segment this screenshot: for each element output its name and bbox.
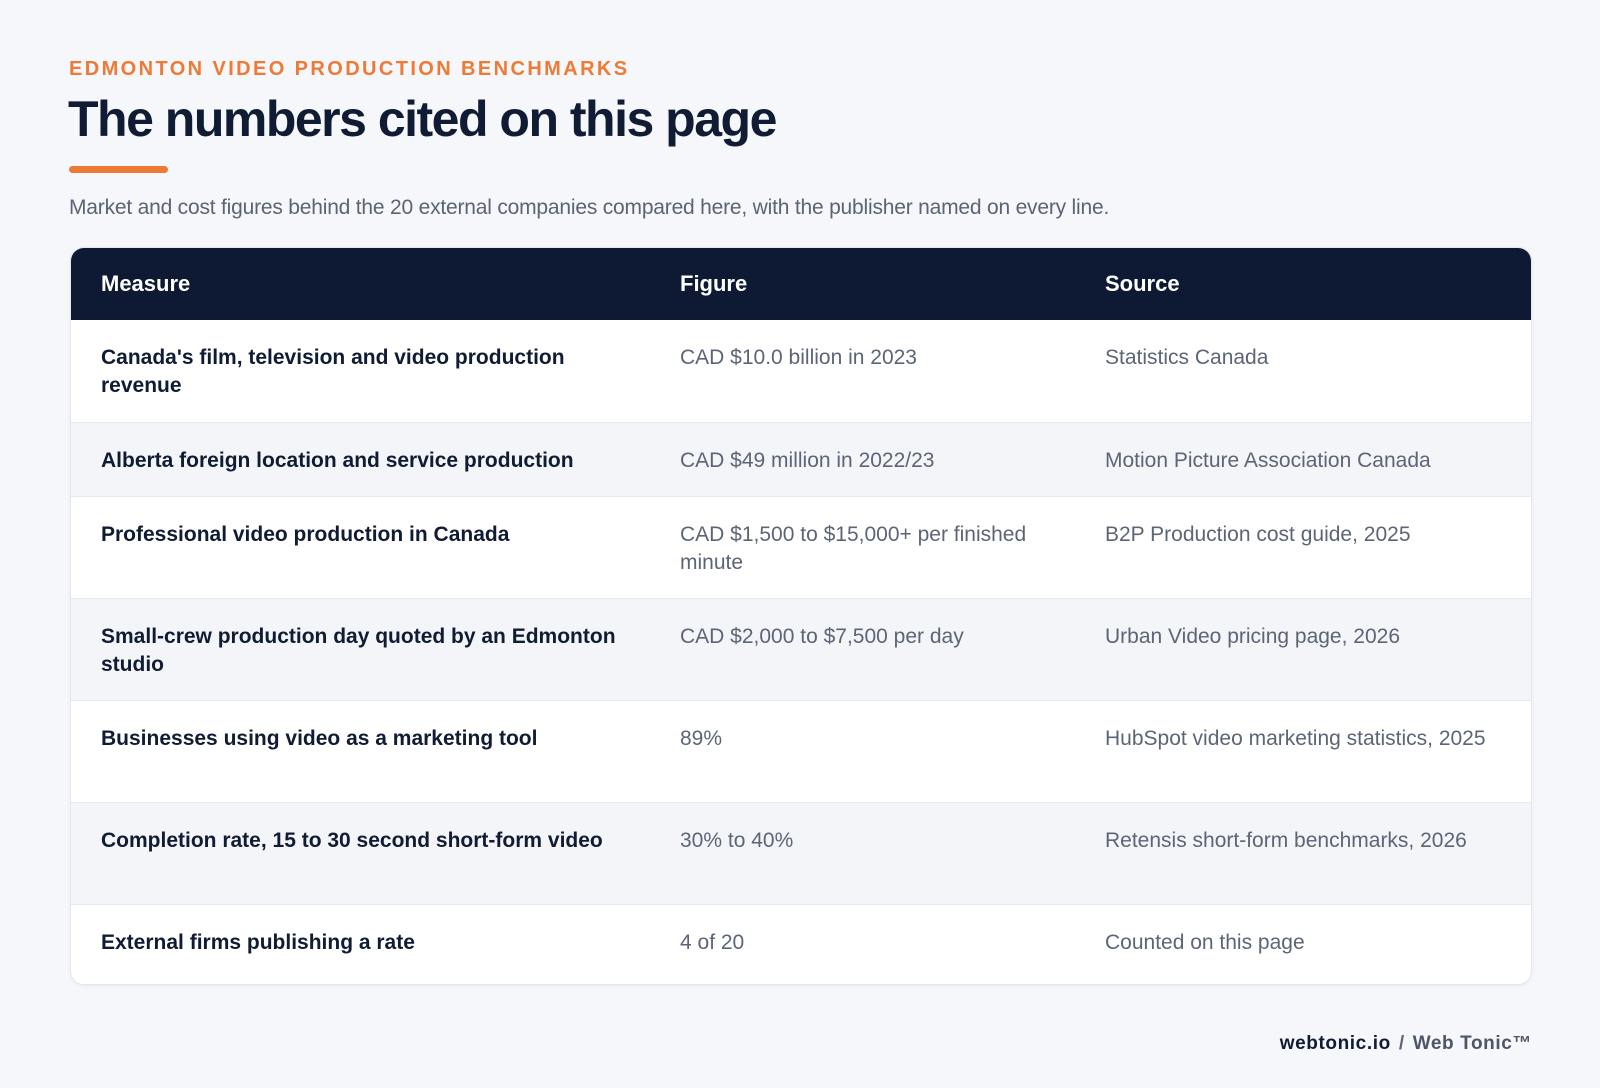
footer-credit: webtonic.io / Web Tonic™ — [1280, 1033, 1532, 1055]
cell-measure: Professional video production in Canada — [101, 522, 510, 546]
cell-source: Retensis short-form benchmarks, 2026 — [1105, 828, 1467, 852]
column-header-measure: Measure — [101, 271, 191, 296]
cell-measure: Small-crew production day quoted by an E… — [101, 624, 616, 676]
page-title: The numbers cited on this page — [68, 91, 777, 147]
cell-figure: CAD $1,500 to $15,000+ per finished minu… — [680, 522, 1027, 574]
table-header: Measure Figure Source — [71, 248, 1531, 320]
table-row: Small-crew production day quoted by an E… — [71, 598, 1531, 700]
cell-measure: Canada's film, television and video prod… — [101, 346, 565, 397]
cell-figure: CAD $2,000 to $7,500 per day — [680, 624, 964, 648]
cell-figure: 89% — [680, 726, 723, 750]
page-subtitle: Market and cost figures behind the 20 ex… — [69, 196, 1110, 219]
table-row: Completion rate, 15 to 30 second short-f… — [71, 802, 1531, 904]
cell-figure: CAD $49 million in 2022/23 — [680, 448, 935, 472]
cell-figure: 30% to 40% — [680, 828, 794, 852]
cell-source: B2P Production cost guide, 2025 — [1105, 522, 1411, 546]
table-row: Canada's film, television and video prod… — [71, 320, 1531, 422]
cell-figure: 4 of 20 — [680, 930, 745, 954]
column-header-figure: Figure — [680, 271, 748, 296]
cell-measure: External firms publishing a rate — [101, 930, 415, 954]
table-row: Professional video production in Canada … — [71, 496, 1531, 598]
column-header-source: Source — [1105, 271, 1180, 296]
title-underline — [69, 166, 168, 173]
cell-source: HubSpot video marketing statistics, 2025 — [1105, 726, 1486, 750]
footer-domain[interactable]: webtonic.io — [1279, 1033, 1391, 1054]
cell-figure: CAD $10.0 billion in 2023 — [680, 346, 917, 369]
cell-source: Statistics Canada — [1105, 346, 1269, 369]
table-row: Businesses using video as a marketing to… — [71, 700, 1531, 802]
table-header-row: Measure Figure Source — [71, 248, 1531, 320]
footer-brand: Web Tonic™ — [1412, 1033, 1532, 1054]
footer-separator: / — [1398, 1033, 1405, 1054]
benchmarks-table-card: Measure Figure Source Canada's film, tel… — [70, 247, 1532, 985]
eyebrow-label: EDMONTON VIDEO PRODUCTION BENCHMARKS — [69, 58, 630, 80]
benchmarks-table: Measure Figure Source Canada's film, tel… — [71, 248, 1531, 978]
cell-measure: Alberta foreign location and service pro… — [101, 448, 574, 472]
table-row: External firms publishing a rate 4 of 20… — [71, 904, 1531, 978]
table-body: Canada's film, television and video prod… — [71, 320, 1531, 978]
cell-source: Motion Picture Association Canada — [1105, 448, 1431, 472]
cell-source: Counted on this page — [1105, 930, 1305, 954]
cell-measure: Businesses using video as a marketing to… — [101, 726, 538, 750]
cell-source: Urban Video pricing page, 2026 — [1105, 624, 1400, 648]
cell-measure: Completion rate, 15 to 30 second short-f… — [101, 828, 603, 852]
table-row: Alberta foreign location and service pro… — [71, 422, 1531, 496]
